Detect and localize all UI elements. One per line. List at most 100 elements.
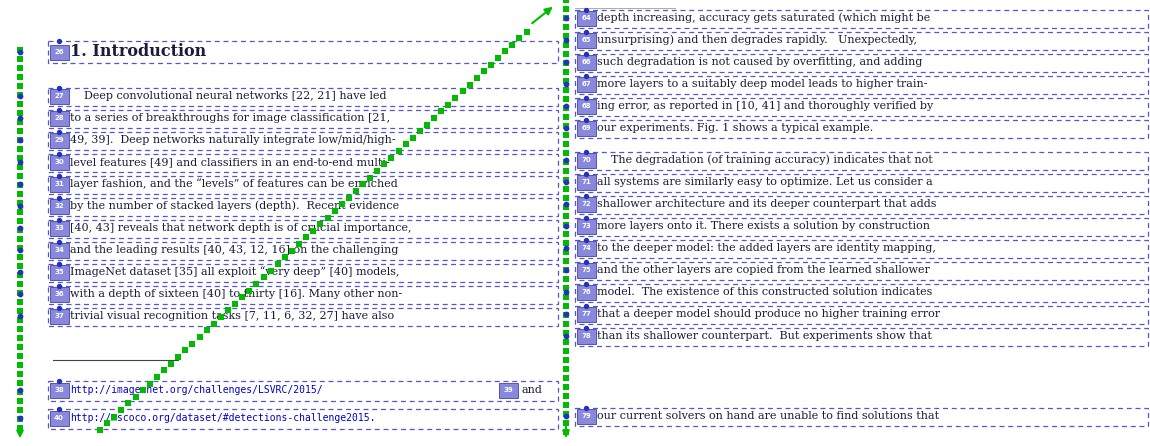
Point [557,80,575,87]
Point [10,181,29,188]
Bar [48,41,558,63]
Point [225,300,244,307]
FancyBboxPatch shape [576,11,596,25]
Point [446,95,465,102]
Point [557,365,575,372]
Point [453,88,472,95]
Point [432,107,451,115]
Point [49,84,68,91]
Point [557,132,575,139]
FancyBboxPatch shape [49,111,69,125]
Bar [48,308,558,326]
FancyBboxPatch shape [576,54,596,70]
Point [120,400,138,407]
Point [10,386,29,393]
Point [557,289,575,296]
FancyBboxPatch shape [576,306,596,322]
Point [557,87,575,94]
Text: more layers to a suitably deep model leads to higher train-: more layers to a suitably deep model lea… [597,79,928,89]
Bar [575,240,1148,258]
Point [49,305,68,312]
Point [426,114,444,121]
Point [577,116,596,124]
Point [10,415,29,422]
Point [557,310,575,318]
Point [10,316,29,323]
Point [557,231,575,238]
FancyBboxPatch shape [576,99,596,113]
Text: ImageNet dataset [35] all exploit “very deep” [40] models,: ImageNet dataset [35] all exploit “very … [70,267,399,277]
Point [577,170,596,178]
Point [375,161,393,168]
Point [10,334,29,342]
FancyBboxPatch shape [576,197,596,211]
Text: 36: 36 [54,291,63,297]
Point [276,254,294,261]
Bar [575,32,1148,50]
Point [557,244,575,252]
Point [557,212,575,219]
Point [577,6,596,13]
Bar [48,286,558,304]
Bar [48,381,558,401]
Point [368,167,386,174]
Point [10,136,29,144]
Point [577,324,596,331]
Point [10,173,29,180]
Point [91,426,109,434]
Point [10,92,29,99]
Point [557,203,575,211]
Point [205,320,223,327]
Text: 40: 40 [54,415,64,421]
Point [98,420,116,427]
Point [10,199,29,206]
Point [10,227,29,234]
Point [10,298,29,306]
Text: than its shallower counterpart.  But experiments show that: than its shallower counterpart. But expe… [597,331,932,341]
Text: 31: 31 [54,181,64,187]
Bar [48,132,558,150]
Point [404,134,422,141]
Point [557,320,575,327]
Point [10,262,29,269]
Point [49,282,68,289]
Bar [48,176,558,194]
Point [411,128,429,135]
Point [10,425,29,432]
Point [49,173,68,180]
Point [557,0,575,4]
Text: 75: 75 [581,267,591,273]
Text: 32: 32 [54,203,63,209]
Point [10,414,29,421]
Text: http://image-net.org/challenges/LSVRC/2015/: http://image-net.org/challenges/LSVRC/20… [70,385,323,395]
Text: 76: 76 [581,289,591,295]
Point [162,360,181,367]
Text: 37: 37 [54,313,64,319]
FancyBboxPatch shape [576,329,596,343]
Point [511,35,529,42]
Point [482,61,500,68]
Point [247,281,266,288]
Bar [48,242,558,260]
Point [577,405,596,412]
Point [10,83,29,90]
Bar [575,328,1148,346]
Point [339,194,358,201]
Point [557,285,575,292]
Point [269,260,288,268]
Point [10,109,29,116]
Point [10,74,29,81]
Point [557,384,575,391]
Point [361,174,380,181]
Text: 30: 30 [54,159,64,165]
Point [557,58,575,66]
Point [261,267,279,274]
Text: that a deeper model should produce no higher training error: that a deeper model should produce no hi… [597,309,941,319]
Text: 49, 39].  Deep networks naturally integrate low/mid/high-: 49, 39]. Deep networks naturally integra… [70,135,396,145]
Point [347,187,366,194]
Point [49,37,68,45]
Text: our experiments. Fig. 1 shows a typical example.: our experiments. Fig. 1 shows a typical … [597,123,873,133]
Text: and the other layers are copied from the learned shallower: and the other layers are copied from the… [597,265,930,275]
Point [198,327,216,334]
Text: more layers onto it. There exists a solution by construction: more layers onto it. There exists a solu… [597,221,930,231]
